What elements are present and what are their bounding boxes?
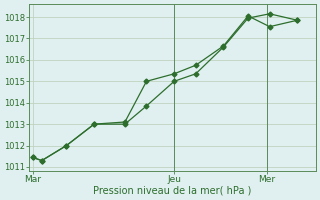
X-axis label: Pression niveau de la mer( hPa ): Pression niveau de la mer( hPa ) bbox=[93, 186, 252, 196]
